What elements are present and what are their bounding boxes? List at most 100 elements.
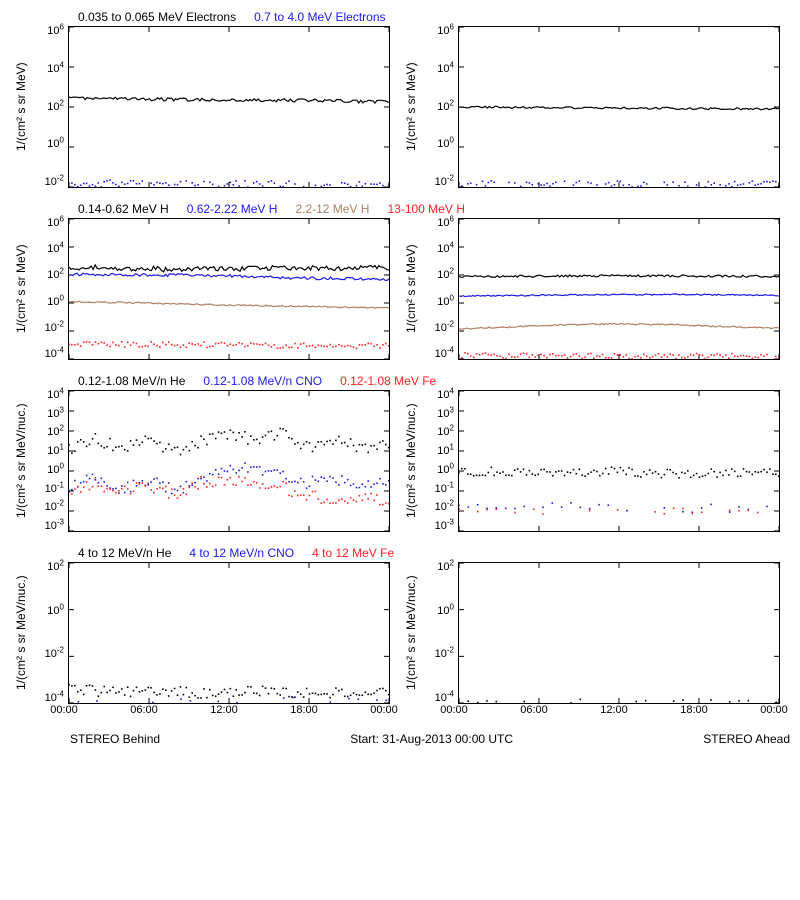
y-tick-label: 102 — [47, 427, 64, 438]
y-axis-label: 1/(cm² s sr MeV) — [400, 26, 420, 188]
y-ticks: 10610410210010-210-4 — [30, 218, 68, 360]
plot-area — [68, 562, 390, 704]
y-tick-label: 104 — [437, 390, 454, 401]
y-tick-label: 106 — [47, 26, 64, 37]
legend-row: 4 to 12 MeV/n He 4 to 12 MeV/n CNO 4 to 12… — [78, 546, 790, 560]
y-tick-label: 103 — [47, 409, 64, 420]
y-tick-label: 102 — [47, 270, 64, 281]
y-tick-label: 104 — [47, 64, 64, 75]
y-axis-label: 1/(cm² s sr MeV) — [400, 218, 420, 360]
legend-item: 0.12-1.08 MeV/n He — [78, 374, 185, 388]
y-tick-label: 10-4 — [435, 693, 454, 704]
y-tick-label: 100 — [437, 297, 454, 308]
y-tick-label: 10-2 — [45, 502, 64, 513]
legend-row: 0.035 to 0.065 MeV Electrons 0.7 to 4.0 M… — [78, 10, 790, 24]
y-tick-label: 10-2 — [435, 502, 454, 513]
y-tick-label: 10-2 — [435, 649, 454, 660]
y-tick-label: 106 — [437, 218, 454, 229]
y-tick-label: 102 — [437, 562, 454, 573]
y-tick-label: 102 — [437, 102, 454, 113]
y-ticks: 10610410210010-2 — [420, 26, 458, 188]
x-tick-label: 18:00 — [680, 704, 708, 716]
chart-panel: 1/(cm² s sr MeV)10610410210010-2 — [400, 26, 780, 188]
y-axis-label: 1/(cm² s sr MeV) — [10, 218, 30, 360]
legend-item: 4 to 12 MeV Fe — [312, 546, 394, 560]
chart-panel: 1/(cm² s sr MeV/nuc.)10410310210110010-1… — [10, 390, 390, 532]
legend-item: 0.14-0.62 MeV H — [78, 202, 169, 216]
legend-item: 0.62-2.22 MeV H — [187, 202, 278, 216]
y-tick-label: 10-4 — [45, 349, 64, 360]
y-ticks: 10410310210110010-110-210-3 — [420, 390, 458, 532]
y-tick-label: 100 — [47, 465, 64, 476]
chart-row: 1/(cm² s sr MeV) 106 104 102 100 10-2 1/(cm² s… — [10, 26, 790, 188]
y-tick-label: 102 — [437, 427, 454, 438]
y-ticks: 10410310210110010-110-210-3 — [30, 390, 68, 532]
bottom-center: Start: 31-Aug-2013 00:00 UTC — [350, 732, 513, 746]
y-tick-label: 104 — [437, 244, 454, 255]
legend-item: 0.035 to 0.065 MeV Electrons — [78, 10, 236, 24]
y-ticks: 102 100 10-2 10-4 — [420, 562, 458, 704]
y-tick-label: 10-3 — [435, 521, 454, 532]
y-tick-label: 10-1 — [45, 484, 64, 495]
plot-area — [68, 26, 390, 188]
y-tick-label: 102 — [437, 270, 454, 281]
legend-row: 0.14-0.62 MeV H 0.62-2.22 MeV H 2.2-12 MeV… — [78, 202, 790, 216]
legend-item: 4 to 12 MeV/n CNO — [189, 546, 294, 560]
y-tick-label: 106 — [47, 218, 64, 229]
y-tick-label: 10-2 — [45, 177, 64, 188]
x-tick-label: 00:00 — [440, 704, 468, 716]
y-tick-label: 10-3 — [45, 521, 64, 532]
y-tick-label: 10-4 — [45, 693, 64, 704]
y-axis-label: 1/(cm² s sr MeV/nuc.) — [10, 390, 30, 532]
x-tick-label: 06:00 — [130, 704, 158, 716]
y-tick-label: 10-2 — [435, 323, 454, 334]
plot-area — [458, 390, 780, 532]
chart-panel: 1/(cm² s sr MeV)10610410210010-2 — [10, 26, 390, 188]
plot-area — [68, 218, 390, 360]
plot-area — [458, 26, 780, 188]
x-tick-label: 12:00 — [210, 704, 238, 716]
x-tick-label: 00:00 — [50, 704, 78, 716]
legend-item: 4 to 12 MeV/n He — [78, 546, 171, 560]
y-tick-label: 100 — [47, 139, 64, 150]
y-tick-label: 100 — [47, 606, 64, 617]
y-ticks: 10610410210010-2 — [30, 26, 68, 188]
plot-area — [458, 218, 780, 360]
y-tick-label: 10-4 — [435, 349, 454, 360]
plot-area — [68, 390, 390, 532]
y-tick-label: 101 — [437, 446, 454, 457]
x-ticks: 00:0006:0012:0018:0000:00 — [454, 704, 774, 718]
legend-item: 0.7 to 4.0 MeV Electrons — [254, 10, 385, 24]
y-tick-label: 104 — [47, 390, 64, 401]
x-tick-label: 12:00 — [600, 704, 628, 716]
chart-panel: 1/(cm² s sr MeV)10610410210010-210-4 — [10, 218, 390, 360]
y-tick-label: 10-2 — [45, 323, 64, 334]
y-ticks: 102 100 10-2 10-4 — [30, 562, 68, 704]
x-tick-label: 00:00 — [370, 704, 398, 716]
x-tick-label: 06:00 — [520, 704, 548, 716]
bottom-right: STEREO Ahead — [703, 732, 790, 746]
y-tick-label: 102 — [47, 562, 64, 573]
legend-row: 0.12-1.08 MeV/n He0.12-1.08 MeV/n CNO0.1… — [78, 374, 790, 388]
y-tick-label: 103 — [437, 409, 454, 420]
legend-item: 2.2-12 MeV H — [295, 202, 369, 216]
chart-row: 1/(cm² s sr MeV)10610410210010-210-41/(c… — [10, 218, 790, 360]
y-tick-label: 104 — [47, 244, 64, 255]
chart-panel: 1/(cm² s sr MeV) 106 104 102 100 10-2 10-4 — [400, 218, 780, 360]
y-ticks: 106 104 102 100 10-2 10-4 — [420, 218, 458, 360]
chart-panel: 1/(cm² s sr MeV/nuc.)10410310210110010-1… — [400, 390, 780, 532]
chart-row: 1/(cm² s sr MeV/nuc.)10210010-210-400:00… — [10, 562, 790, 718]
y-axis-label: 1/(cm² s sr MeV) — [10, 26, 30, 188]
y-axis-label: 1/(cm² s sr MeV/nuc.) — [10, 562, 30, 704]
y-tick-label: 10-2 — [435, 177, 454, 188]
x-tick-label: 18:00 — [290, 704, 318, 716]
x-ticks: 00:0006:0012:0018:0000:00 — [64, 704, 384, 718]
y-tick-label: 10-2 — [45, 649, 64, 660]
y-tick-label: 100 — [437, 465, 454, 476]
legend-item: 0.12-1.08 MeV Fe — [340, 374, 436, 388]
y-tick-label: 104 — [437, 64, 454, 75]
chart-panel: 1/(cm² s sr MeV/nuc.) 102 100 10-2 10-400:00… — [10, 562, 390, 718]
y-axis-label: 1/(cm² s sr MeV/nuc.) — [400, 390, 420, 532]
chart-panel: 1/(cm² s sr MeV/nuc.)10210010-210-400:00… — [400, 562, 780, 718]
y-tick-label: 100 — [437, 606, 454, 617]
